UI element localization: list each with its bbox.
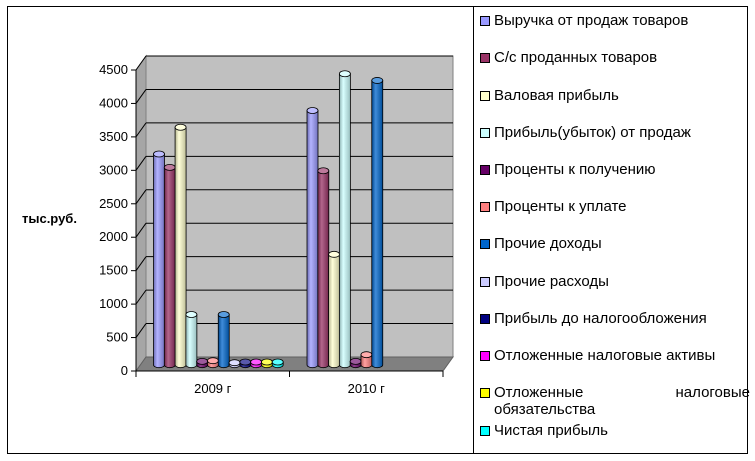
legend-swatch — [480, 16, 490, 26]
bar-top — [185, 311, 198, 318]
bar-top — [207, 357, 219, 365]
y-tick-label: 3500 — [99, 129, 128, 144]
bar-top — [174, 123, 187, 131]
bar-top — [163, 163, 176, 171]
plot-side-wall — [135, 54, 147, 373]
gridline-side — [135, 323, 147, 338]
chart-plot: 0 500 1000 1500 2000 2500 3000 3500 4000 4500 2009… — [99, 54, 454, 396]
gridline-side — [135, 122, 147, 138]
legend-label: Валовая прибыль — [494, 87, 619, 104]
bar — [306, 110, 319, 369]
gridline-side — [135, 189, 147, 205]
y-tick-label: 0 — [121, 363, 128, 378]
bar-top — [317, 167, 330, 175]
bar-top — [217, 311, 230, 318]
legend-label: Прибыль до налогообложения — [494, 310, 707, 327]
legend-label: Проценты к получению — [494, 161, 656, 178]
bar-top — [338, 70, 351, 78]
gridline-side — [135, 256, 147, 271]
legend-label: Отложенные налоговые обязательства — [494, 384, 750, 418]
bar — [217, 314, 230, 369]
legend-label: Чистая прибыль — [494, 422, 608, 439]
bar — [317, 170, 330, 369]
legend-label: Отложенные налоговые активы — [494, 347, 716, 364]
bar-top — [153, 150, 165, 158]
y-tick-label: 1000 — [99, 296, 128, 311]
legend-label: Прибыль(убыток) от продаж — [494, 124, 691, 141]
bar-top — [261, 358, 273, 366]
category-group — [153, 123, 284, 369]
bar — [153, 153, 165, 369]
legend-swatch — [480, 314, 490, 324]
legend-swatch — [480, 388, 490, 398]
bar-top — [196, 357, 209, 365]
bar-top — [271, 358, 284, 366]
legend-label: Прочие расходы — [494, 273, 609, 290]
bar-top — [306, 107, 319, 114]
bar — [185, 314, 198, 369]
bar — [163, 166, 176, 369]
legend-swatch — [480, 53, 490, 63]
category-group — [306, 70, 384, 369]
y-tick-label: 3000 — [99, 162, 128, 177]
legend-label: Выручка от продаж товаров — [494, 12, 689, 29]
legend-swatch — [480, 202, 490, 212]
legend-swatch — [480, 91, 490, 101]
bar-top — [371, 77, 384, 84]
legend-swatch — [480, 351, 490, 361]
gridline-side — [135, 89, 147, 104]
y-tick-label: 500 — [106, 330, 128, 345]
legend-label: Прочие доходы — [494, 235, 602, 252]
y-tick-label: 4500 — [99, 62, 128, 77]
legend-label: С/с проданных товаров — [494, 49, 658, 66]
bar-top — [239, 358, 252, 366]
bar — [174, 126, 187, 369]
gridline-side — [135, 156, 147, 171]
y-tick-label: 4000 — [99, 95, 128, 110]
gridline-side — [135, 222, 147, 238]
legend-swatch — [480, 128, 490, 138]
legend-swatch — [480, 165, 490, 175]
bar-top — [250, 358, 263, 366]
bar — [328, 253, 340, 369]
chart-frame — [7, 6, 748, 454]
bar-top — [349, 357, 362, 365]
bar — [338, 73, 351, 369]
legend: Выручка от продаж товаров С/с проданных т… — [473, 6, 750, 454]
bar-top — [328, 250, 340, 258]
bar-top — [360, 351, 373, 359]
y-tick-label: 1500 — [99, 263, 128, 278]
legend-swatch — [480, 239, 490, 249]
legend-swatch — [480, 277, 490, 287]
x-tick-label: 2009 г — [194, 381, 232, 396]
gridline-side — [135, 55, 147, 71]
legend-label: Проценты к уплате — [494, 198, 627, 215]
y-tick-label: 2000 — [99, 229, 128, 244]
bar — [371, 80, 384, 369]
legend-swatch — [480, 426, 490, 436]
gridline-side — [135, 289, 147, 305]
bar-top — [228, 359, 241, 367]
y-tick-label: 2500 — [99, 196, 128, 211]
x-tick-label: 2010 г — [348, 381, 386, 396]
y-axis-label: тыс.руб. — [22, 211, 77, 226]
